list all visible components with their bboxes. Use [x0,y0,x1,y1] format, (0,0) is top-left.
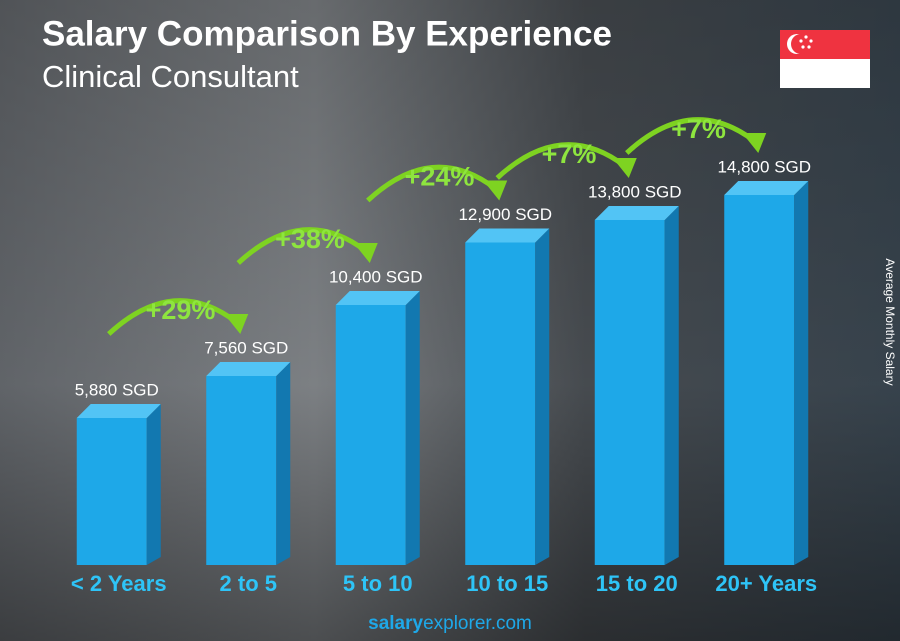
bar-top [594,206,679,220]
growth-label: +7% [542,139,597,169]
x-tick-label: 20+ Years [715,571,817,596]
value-label: 13,800 SGD [588,182,682,201]
bar [206,376,277,565]
value-label: 14,800 SGD [717,157,811,176]
bar-top [465,228,550,243]
bar-side [794,181,809,565]
flag-stars [799,35,813,49]
growth-arrowhead [742,133,767,153]
bar [594,220,665,565]
bar-top [206,362,291,376]
bar-side [664,206,679,565]
footer-part: .com [491,613,532,634]
y-axis-label: Average Monthly Salary [883,258,897,385]
growth-arrowhead [483,180,508,201]
x-tick-label: 2 to 5 [220,571,277,596]
value-label: 12,900 SGD [458,205,552,224]
bar-side [276,362,291,565]
footer: salaryexplorer.com [368,613,532,634]
growth-arrow [236,227,368,265]
bar-top [724,181,809,195]
bar [335,305,406,565]
x-tick-label: 15 to 20 [596,571,678,596]
flag [780,30,870,88]
bar-side [535,228,550,565]
growth-arrow [495,142,627,180]
value-label: 5,880 SGD [75,380,159,399]
bar-top [335,291,420,305]
growth-arrow [625,117,756,155]
growth-label: +24% [405,162,475,192]
bar [76,418,147,565]
chart-subtitle: Clinical Consultant [42,59,299,94]
growth-arrowhead [224,314,249,334]
growth-arrowhead [353,243,378,263]
growth-label: +38% [275,224,345,254]
bar-top [76,404,161,418]
chart-title: Salary Comparison By Experience [42,14,612,53]
flag-crescent-cut [791,34,811,54]
x-tick-label: 5 to 10 [343,571,413,596]
bar-side [405,291,420,565]
value-label: 10,400 SGD [329,267,423,286]
bar-side [146,404,161,565]
bar [724,195,795,565]
growth-label: +7% [671,114,726,144]
growth-arrowhead [612,158,637,178]
value-label: 7,560 SGD [204,338,288,357]
x-tick-label: 10 to 15 [466,571,548,596]
x-tick-label: < 2 Years [71,571,167,596]
growth-arrow [107,298,238,336]
footer-part: explorer [423,613,492,634]
footer-part: salary [368,613,423,634]
flag-white [780,59,870,88]
bar [465,242,536,565]
growth-label: +29% [146,295,216,325]
growth-arrow [366,164,497,203]
